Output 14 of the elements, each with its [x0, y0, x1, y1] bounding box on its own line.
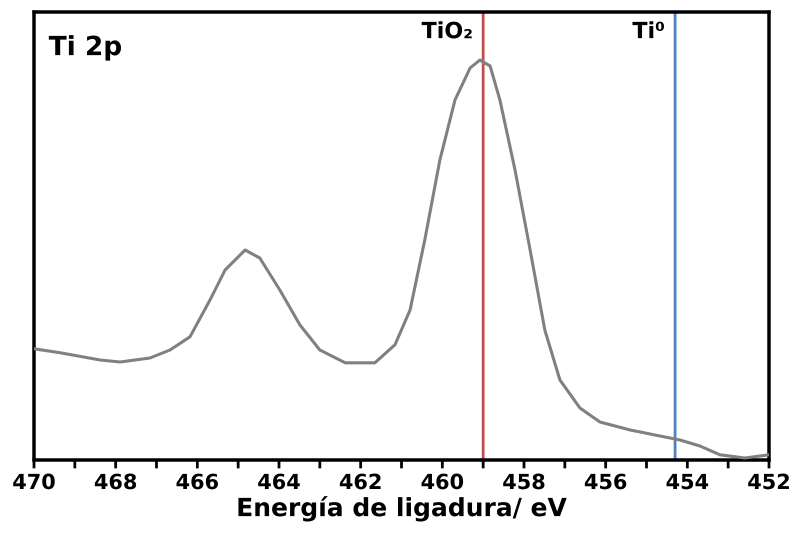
x-tick-label: 454	[666, 474, 708, 490]
ref-line-label: TiO₂	[422, 21, 472, 38]
x-tick-label: 462	[340, 474, 381, 490]
x-tick-label: 460	[422, 474, 464, 490]
x-tick-label: 468	[94, 474, 136, 490]
x-tick-label: 464	[258, 474, 300, 490]
x-tick-label: 456	[584, 474, 626, 490]
x-tick-label: 466	[176, 474, 218, 490]
x-tick-label: 470	[13, 474, 55, 490]
x-tick-label: 458	[503, 474, 544, 490]
x-axis-title: Energía de ligadura/ eV	[238, 496, 567, 522]
x-tick-label: 452	[748, 474, 789, 490]
ref-line-label: Ti⁰	[632, 21, 664, 38]
annotation: Ti 2p	[48, 35, 121, 61]
